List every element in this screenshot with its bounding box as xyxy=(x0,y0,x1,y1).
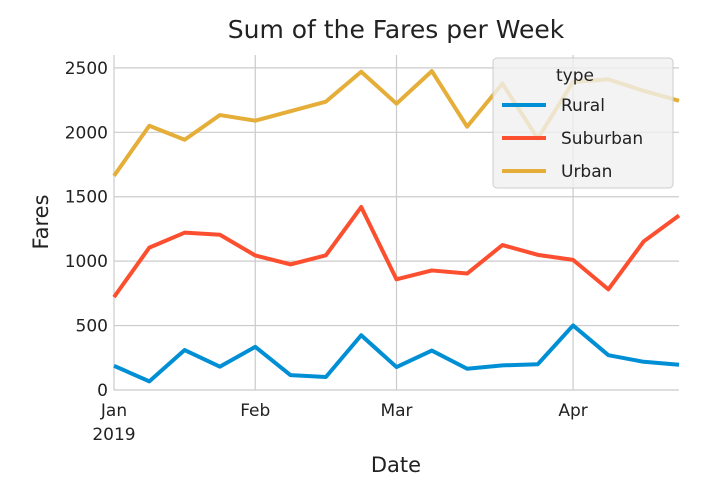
y-tick-label: 1500 xyxy=(65,188,108,208)
x-axis-label: Date xyxy=(371,453,421,477)
chart-title: Sum of the Fares per Week xyxy=(228,15,565,44)
y-tick-label: 500 xyxy=(76,317,108,337)
grid xyxy=(113,55,679,391)
y-axis-label: Fares xyxy=(29,194,53,249)
y-tick-label: 0 xyxy=(97,381,108,401)
legend-label-suburban: Suburban xyxy=(561,129,643,149)
legend-title: type xyxy=(556,66,594,86)
tick-labels: 0 500 1000 1500 2000 2500 Jan 2019 Feb Mar Apr xyxy=(65,59,588,445)
x-tick-label: Jan xyxy=(100,401,127,421)
x-tick-label: Feb xyxy=(240,401,270,421)
legend-label-urban: Urban xyxy=(561,162,612,182)
x-tick-sublabel: 2019 xyxy=(92,425,135,445)
legend: type Rural Suburban Urban xyxy=(492,57,674,189)
legend-box xyxy=(492,57,674,189)
x-tick-label: Apr xyxy=(558,401,587,421)
x-tick-label: Mar xyxy=(380,401,412,421)
legend-label-rural: Rural xyxy=(561,96,605,116)
y-tick-label: 2500 xyxy=(65,59,108,79)
y-tick-label: 2000 xyxy=(65,123,108,143)
y-tick-label: 1000 xyxy=(65,252,108,272)
